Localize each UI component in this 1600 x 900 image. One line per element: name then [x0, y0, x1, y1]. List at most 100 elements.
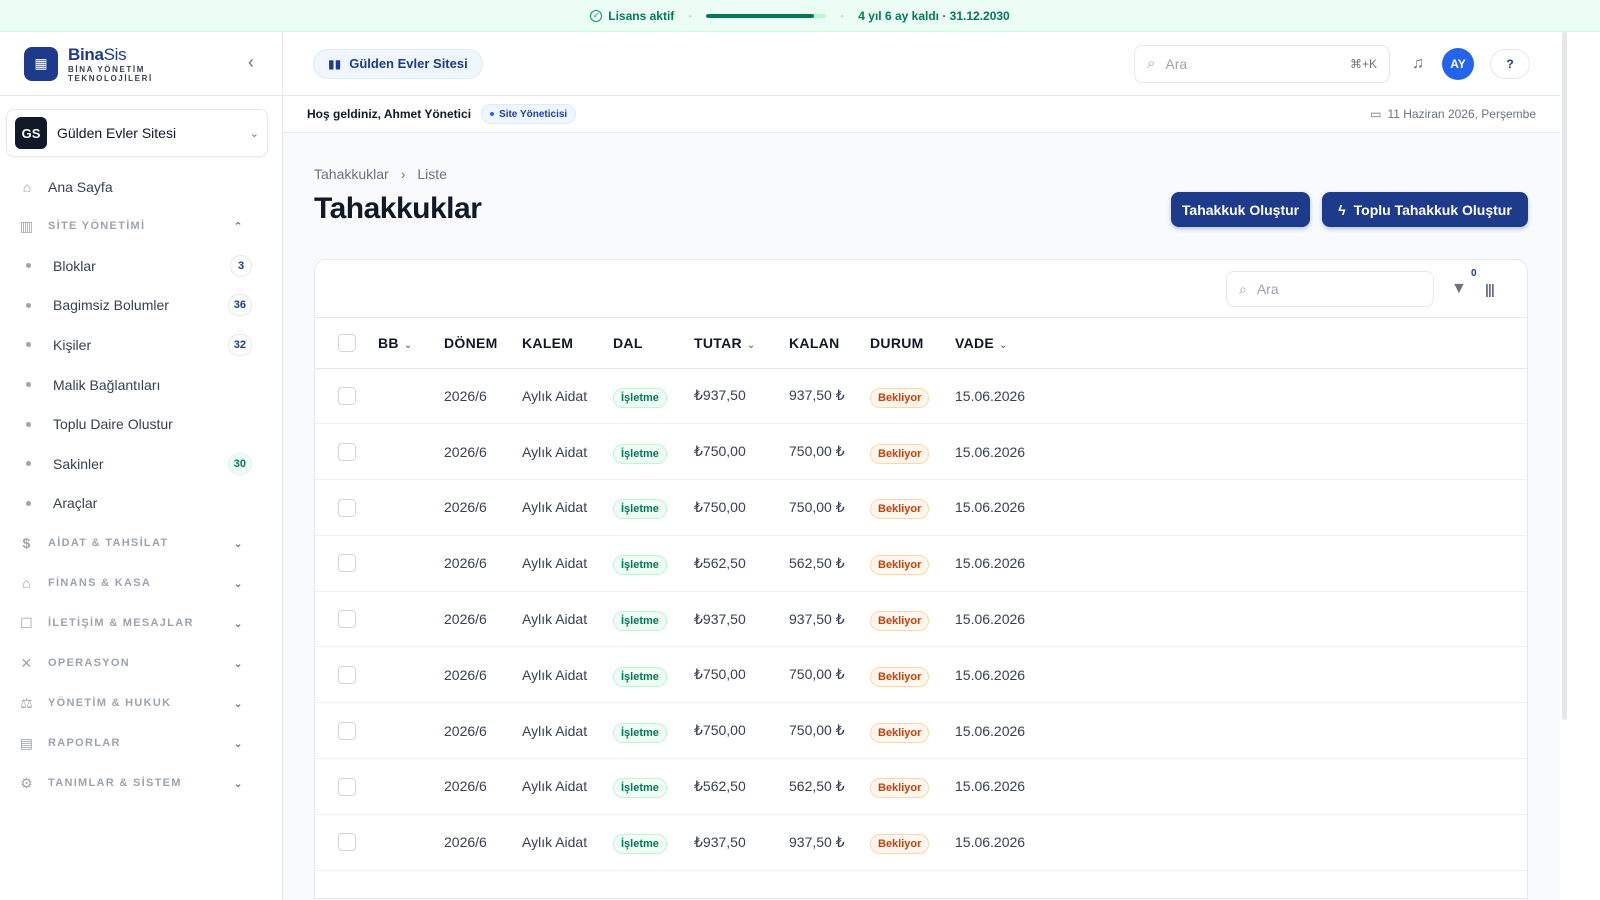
cell-bb	[378, 591, 444, 647]
status-badge: Bekliyor	[870, 778, 930, 799]
page-scrollbar[interactable]	[1560, 32, 1600, 900]
cell-dal: İşletme	[613, 759, 694, 815]
sidebar-item-3[interactable]: Malik Bağlantıları	[0, 365, 282, 405]
select-all-checkbox[interactable]	[338, 333, 356, 352]
sidebar-item-5[interactable]: Sakinler 30	[0, 444, 282, 484]
cell-dal: İşletme	[613, 647, 694, 703]
sidebar-item-4[interactable]: Toplu Daire Olustur	[0, 404, 282, 444]
help-icon[interactable]: ?	[1490, 48, 1530, 79]
bulk-create-accrual-button[interactable]: ϟ Toplu Tahakkuk Oluştur	[1322, 192, 1528, 227]
sidebar-item-home[interactable]: ⌂ Ana Sayfa	[0, 167, 282, 206]
role-badge: Site Yöneticisi	[481, 104, 577, 124]
user-avatar[interactable]: AY	[1442, 47, 1474, 80]
row-checkbox[interactable]	[338, 610, 356, 629]
sidebar-section-0[interactable]: $ AİDAT & TAHSİLAT ⌄	[0, 523, 282, 563]
sidebar-section-6[interactable]: ⚙ TANIMLAR & SİSTEM ⌄	[0, 763, 282, 803]
sidebar-item-2[interactable]: Kişiler 32	[0, 325, 282, 365]
building-icon: ▥	[19, 217, 35, 234]
breadcrumb: Tahakkuklar › Liste	[314, 166, 447, 182]
cell-durum: Bekliyor	[870, 480, 955, 536]
count-badge: 36	[227, 294, 252, 317]
site-selector[interactable]: GS Gülden Evler Sitesi ⌄	[6, 109, 268, 157]
status-badge: Bekliyor	[870, 443, 930, 464]
sidebar-site-items: Bloklar 3 Bagimsiz Bolumler 36 Kişiler 32 Mali…	[0, 246, 282, 523]
table-row: 2026/6 Aylık Aidat İşletme ₺750,00 750,00 ₺ B…	[315, 480, 1527, 536]
separator: ·	[840, 8, 845, 23]
license-remaining: 4 yıl 6 ay kaldı · 31.12.2030	[858, 8, 1010, 23]
money-icon: $	[22, 535, 32, 552]
global-search-placeholder: Ara	[1165, 55, 1188, 72]
bell-icon[interactable]: ♫	[1412, 54, 1424, 72]
dal-badge: İşletme	[613, 722, 667, 743]
row-checkbox[interactable]	[338, 498, 356, 517]
chevron-down-icon: ⌄	[999, 339, 1008, 351]
column-header-bb[interactable]: BB ⌄	[378, 318, 444, 368]
sidebar-section-site[interactable]: ▥ SİTE YÖNETİMİ ⌃	[0, 206, 282, 246]
home-icon: ⌂	[22, 178, 32, 195]
bullet-dot	[26, 421, 31, 427]
table-row: 2026/6 Aylık Aidat İşletme ₺937,50 937,50 ₺ B…	[315, 591, 1527, 647]
accruals-table-card: ⌕ Ara ▼ 0 ||| BB ⌄ DÖNEM KALEM DAL TUTAR ⌄…	[314, 259, 1528, 899]
filter-count-badge: 0	[1471, 268, 1477, 279]
table-search-input[interactable]: ⌕ Ara	[1226, 271, 1434, 307]
accruals-table: BB ⌄ DÖNEM KALEM DAL TUTAR ⌄ KALAN DURUM V…	[315, 318, 1527, 871]
sidebar-item-label: Bloklar	[53, 257, 96, 274]
search-shortcut: ⌘+K	[1349, 56, 1377, 71]
cell-tutar: ₺937,50	[694, 610, 746, 627]
column-header-tutar[interactable]: TUTAR ⌄	[694, 318, 789, 368]
site-selector-name: Gülden Evler Sitesi	[57, 125, 177, 141]
row-checkbox[interactable]	[338, 721, 356, 740]
cell-kalan: 750,00 ₺	[789, 722, 845, 739]
status-badge: Bekliyor	[870, 722, 930, 743]
column-header-vade[interactable]: VADE ⌄	[955, 318, 1527, 368]
row-checkbox[interactable]	[338, 387, 356, 406]
table-row: 2026/6 Aylık Aidat İşletme ₺562,50 562,50 ₺ B…	[315, 759, 1527, 815]
select-all-cell	[315, 318, 378, 368]
columns-icon[interactable]: |||	[1485, 281, 1495, 297]
site-chip[interactable]: ▮▮ Gülden Evler Sitesi	[313, 48, 483, 79]
sidebar-nav: ⌂ Ana Sayfa ▥ SİTE YÖNETİMİ ⌃ Bloklar 3 Ba…	[0, 167, 282, 803]
calendar-icon: ▭	[1370, 107, 1382, 121]
cell-durum: Bekliyor	[870, 647, 955, 703]
count-badge: 30	[227, 452, 252, 475]
row-select-cell	[315, 759, 378, 815]
sidebar-section-4[interactable]: ⚖ YÖNETİM & HUKUK ⌄	[0, 683, 282, 723]
row-checkbox[interactable]	[338, 666, 356, 685]
cell-durum: Bekliyor	[870, 703, 955, 759]
create-accrual-button[interactable]: Tahakkuk Oluştur	[1171, 192, 1310, 227]
row-select-cell	[315, 424, 378, 480]
cell-kalem: Aylık Aidat	[522, 834, 588, 851]
sidebar-section-1[interactable]: ⌂ FİNANS & KASA ⌄	[0, 563, 282, 603]
scrollbar-thumb[interactable]	[1562, 32, 1567, 720]
cell-donem: 2026/6	[444, 778, 487, 795]
bullet-dot	[26, 500, 31, 506]
cell-kalan: 937,50 ₺	[789, 610, 845, 627]
chevron-left-icon[interactable]: ‹	[248, 52, 254, 72]
row-checkbox[interactable]	[338, 442, 356, 461]
global-search-input[interactable]: ⌕ Ara ⌘+K	[1134, 44, 1390, 83]
filter-icon[interactable]: ▼	[1451, 280, 1467, 297]
dal-badge: İşletme	[613, 611, 667, 632]
row-checkbox[interactable]	[338, 833, 356, 852]
row-checkbox[interactable]	[338, 777, 356, 796]
cell-dal: İşletme	[613, 591, 694, 647]
row-select-cell	[315, 703, 378, 759]
row-select-cell	[315, 591, 378, 647]
chart-icon: ▮▮	[328, 56, 342, 71]
check-circle-icon: ✓	[590, 9, 603, 22]
sidebar-section-5[interactable]: ▤ RAPORLAR ⌄	[0, 723, 282, 763]
sidebar-section-3[interactable]: ✕ OPERASYON ⌄	[0, 643, 282, 683]
sidebar-section-2[interactable]: ☐ İLETİŞİM & MESAJLAR ⌄	[0, 603, 282, 643]
cell-donem: 2026/6	[444, 834, 487, 851]
sidebar-item-1[interactable]: Bagimsiz Bolumler 36	[0, 286, 282, 326]
current-date-text: 11 Haziran 2026, Perşembe	[1387, 107, 1536, 121]
sidebar-item-label: Kişiler	[53, 336, 92, 353]
cell-dal: İşletme	[613, 703, 694, 759]
sidebar-item-0[interactable]: Bloklar 3	[0, 246, 282, 286]
breadcrumb-item[interactable]: Tahakkuklar	[314, 166, 389, 182]
row-checkbox[interactable]	[338, 554, 356, 573]
sidebar-item-6[interactable]: Araçlar	[0, 484, 282, 524]
welcome-bar: Hoş geldiniz, Ahmet Yönetici Site Yöneti…	[283, 96, 1560, 133]
table-row: 2026/6 Aylık Aidat İşletme ₺937,50 937,50 ₺ B…	[315, 368, 1527, 424]
column-label: BB	[378, 334, 399, 351]
